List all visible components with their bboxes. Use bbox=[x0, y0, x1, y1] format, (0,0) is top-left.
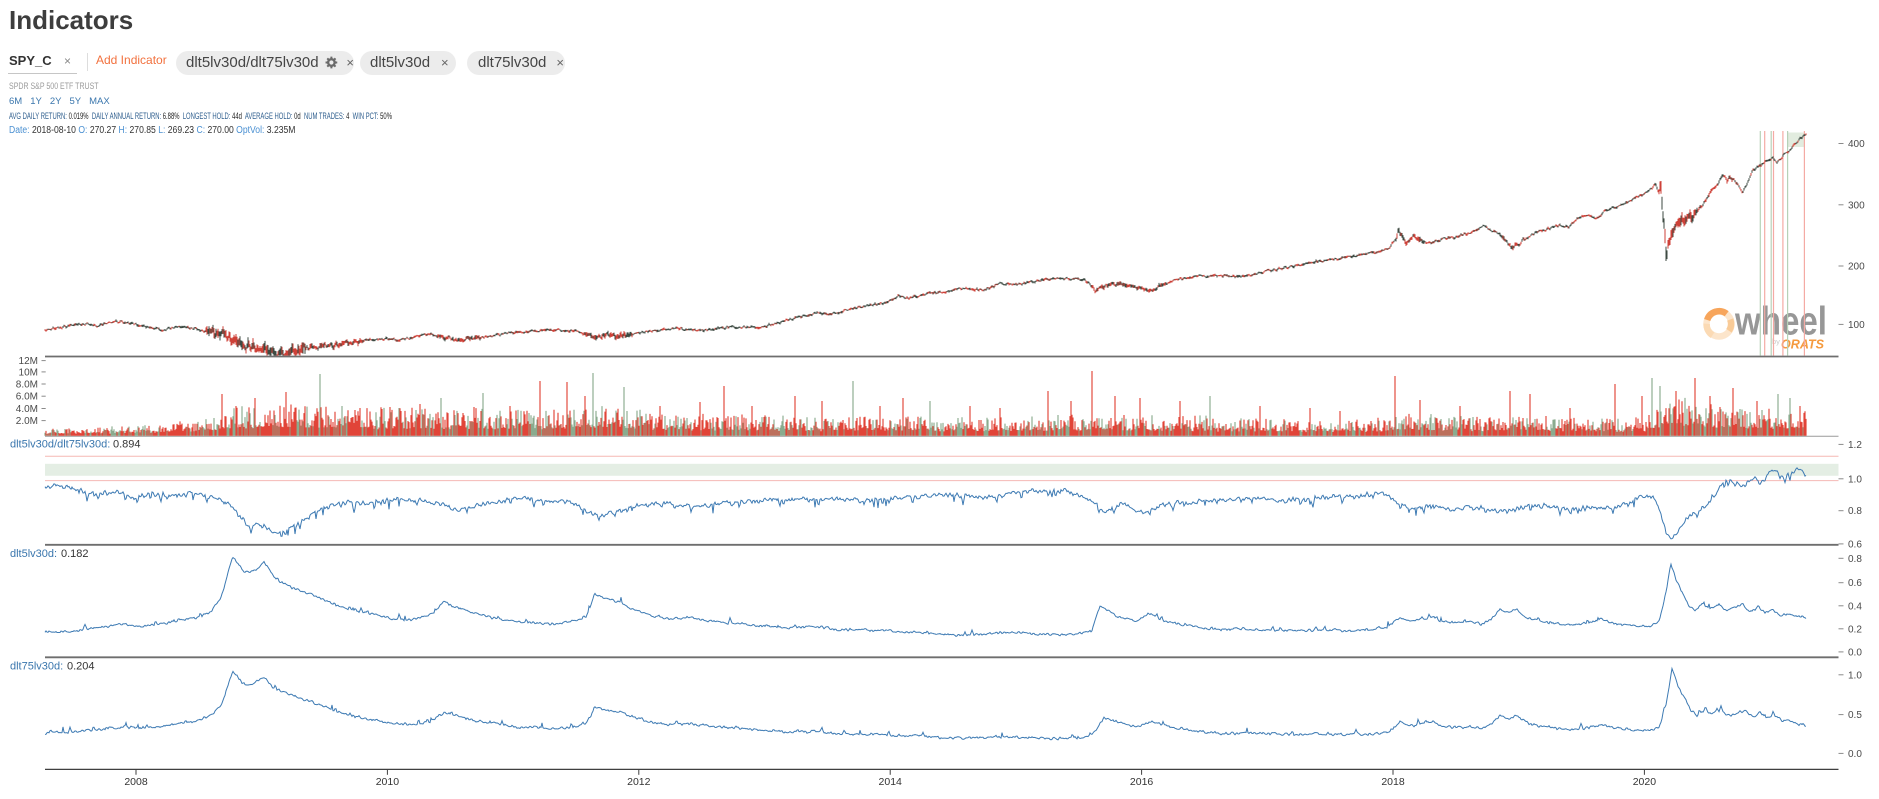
svg-text:by: by bbox=[1772, 337, 1780, 346]
svg-text:2018: 2018 bbox=[1381, 776, 1405, 788]
svg-text:8.0M: 8.0M bbox=[16, 380, 38, 391]
svg-text:0.894: 0.894 bbox=[113, 439, 141, 451]
svg-text:dlt5lv30d:: dlt5lv30d: bbox=[10, 548, 57, 560]
svg-text:0.6: 0.6 bbox=[1848, 578, 1862, 589]
svg-text:0.182: 0.182 bbox=[61, 548, 89, 560]
svg-text:0.5: 0.5 bbox=[1848, 710, 1862, 721]
svg-text:wheel: wheel bbox=[1734, 300, 1827, 344]
svg-text:2008: 2008 bbox=[124, 776, 148, 788]
svg-text:2014: 2014 bbox=[879, 776, 903, 788]
svg-text:4.0M: 4.0M bbox=[16, 404, 38, 415]
svg-text:200: 200 bbox=[1848, 262, 1865, 273]
svg-text:100: 100 bbox=[1848, 320, 1865, 331]
svg-text:2020: 2020 bbox=[1633, 776, 1657, 788]
svg-text:0.8: 0.8 bbox=[1848, 554, 1862, 565]
svg-text:dlt75lv30d:: dlt75lv30d: bbox=[10, 661, 63, 673]
svg-text:2012: 2012 bbox=[627, 776, 651, 788]
svg-text:0.4: 0.4 bbox=[1848, 601, 1862, 612]
svg-text:1.2: 1.2 bbox=[1848, 440, 1862, 451]
svg-text:10M: 10M bbox=[19, 367, 38, 378]
svg-text:0.0: 0.0 bbox=[1848, 647, 1862, 658]
svg-text:0.6: 0.6 bbox=[1848, 539, 1862, 550]
svg-text:0.8: 0.8 bbox=[1848, 506, 1862, 517]
svg-text:300: 300 bbox=[1848, 200, 1865, 211]
svg-text:dlt5lv30d/dlt75lv30d:: dlt5lv30d/dlt75lv30d: bbox=[10, 439, 110, 451]
svg-text:2.0M: 2.0M bbox=[16, 416, 38, 427]
svg-text:0.204: 0.204 bbox=[67, 661, 95, 673]
svg-text:0.0: 0.0 bbox=[1848, 749, 1862, 760]
svg-text:ORATS: ORATS bbox=[1781, 338, 1825, 352]
svg-text:6.0M: 6.0M bbox=[16, 392, 38, 403]
svg-text:2016: 2016 bbox=[1130, 776, 1154, 788]
svg-text:400: 400 bbox=[1848, 139, 1865, 150]
svg-text:2010: 2010 bbox=[376, 776, 400, 788]
svg-text:1.0: 1.0 bbox=[1848, 670, 1862, 681]
svg-text:12M: 12M bbox=[19, 356, 38, 367]
svg-text:0.2: 0.2 bbox=[1848, 624, 1862, 635]
svg-text:1.0: 1.0 bbox=[1848, 474, 1862, 485]
